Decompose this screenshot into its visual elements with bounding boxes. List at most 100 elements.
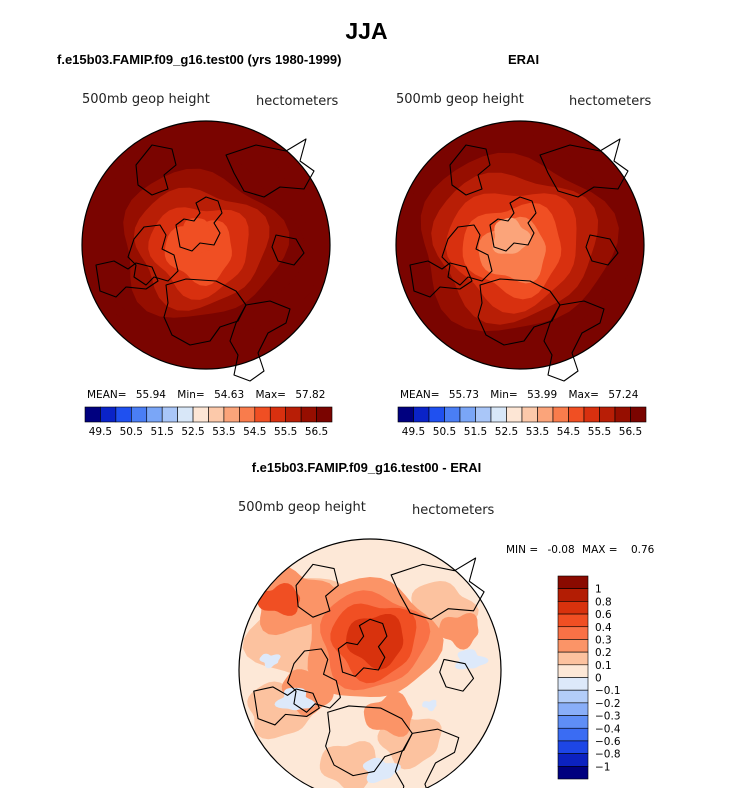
colorbar-tick-label: 0.3 [595,634,612,646]
map-border [81,120,331,370]
coastline [325,705,413,777]
colorbar-swatch [208,406,225,423]
colorbar-swatch [131,406,148,423]
colorbar-swatch [630,406,647,423]
coastline [253,686,320,726]
colorbar-swatch [506,406,523,423]
colorbar-swatch [115,406,132,423]
stats-diff: MIN = -0.08 MAX = 0.76 [506,544,654,556]
stats-max-value: 57.82 [295,389,326,401]
coastline [449,144,491,196]
coastline [477,278,561,346]
stats-max-label: Max= [568,389,599,401]
colorbar-swatch [557,753,589,767]
colorbar-swatch [269,406,286,423]
colorbar-swatch [557,664,589,678]
colorbar-swatch [557,639,589,653]
colorbar-swatch [254,406,271,423]
colorbar-tick-label: 56.5 [619,426,642,438]
field-label-obs: 500mb geop height [396,92,524,107]
panel-title-model: f.e15b03.FAMIP.f09_g16.test00 (yrs 1980-… [57,52,342,67]
stats-min-value: 53.99 [527,389,558,401]
colorbar-tick-label: 0.6 [595,609,612,621]
colorbar-tick-label: 0.8 [595,596,612,608]
colorbar-tick-label: 0.1 [595,660,612,672]
coastline [585,234,619,266]
coastline [295,563,339,618]
coastline [337,618,388,677]
colorbar-swatch [557,613,589,628]
colorbar-tick-label: 51.5 [464,426,487,438]
colorbar-swatch [557,740,589,754]
colorbar-tick-label: 54.5 [557,426,580,438]
colorbar-swatch [557,575,589,589]
colorbar-swatch [557,766,589,780]
coastline [439,658,475,692]
colorbar-swatch [557,689,589,704]
stats-max-label: Max= [255,389,286,401]
colorbar-tick-label: −0.8 [595,749,621,761]
field-label-model: 500mb geop height [82,92,210,107]
colorbar-swatch [557,626,589,640]
colorbar-swatch [100,406,117,423]
contour-band [422,699,437,712]
colorbar-tick-label: 53.5 [212,426,235,438]
stats-min-label: Min= [490,389,518,401]
stats-max-label: MAX = [582,544,618,556]
colorbar-swatch [557,715,589,729]
coastline [394,728,460,788]
colorbar-swatch [428,406,445,423]
coastline [229,300,291,382]
colorbar-swatch [459,406,476,423]
colorbar-swatch [223,406,240,423]
colorbar-tick-label: 50.5 [433,426,456,438]
coastline [127,224,179,286]
coastline [271,234,305,266]
colorbar-tick-label: −0.3 [595,711,621,723]
colorbar-swatch [537,406,554,423]
polar-map-model [82,121,330,369]
colorbar-swatch [599,406,616,423]
contour-band [363,691,413,737]
coastline [225,138,315,198]
contour-band [259,653,281,669]
colorbar-swatch [285,406,302,423]
units-label-obs: hectometers [569,94,652,109]
colorbar-swatch [521,406,538,423]
colorbar-tick-label: −0.1 [595,685,621,697]
colorbar-tick-label: 1 [595,584,602,596]
colorbar-swatch [84,406,101,423]
colorbar-swatch [300,406,317,423]
stats-max-value: 57.24 [608,389,639,401]
units-label-model: hectometers [256,94,339,109]
colorbar-swatch [557,601,589,615]
colorbar-tick-label: −0.2 [595,698,621,710]
contour-band [256,583,301,616]
field-label-diff: 500mb geop height [238,500,366,515]
stats-min-value: -0.08 [547,544,575,556]
colorbar-tick-label: −0.4 [595,723,621,735]
colorbar-swatch [557,651,589,666]
contour-band [492,217,532,254]
colorbar-tick-label: 52.5 [181,426,204,438]
colorbar-tick-label: 0.4 [595,622,612,634]
stats-mean-value: 55.94 [135,389,166,401]
stats-obs: MEAN= 55.73 Min= 53.99 Max= 57.24 [400,389,638,401]
stats-min-value: 54.63 [214,389,245,401]
contour-band [455,649,489,670]
map-border [395,120,645,370]
colorbar-swatch [557,677,589,691]
colorbar-swatch [557,727,589,742]
stats-min-label: MIN = [506,544,539,556]
coastline [543,300,605,382]
colorbar-tick-label: −1 [595,761,610,773]
panel-title-obs: ERAI [508,52,540,67]
colorbar-tick-label: 53.5 [526,426,549,438]
colorbar-tick-label: 49.5 [89,426,112,438]
contour-band [319,741,377,788]
colorbar-swatch [557,588,589,602]
colorbar-swatch [552,406,569,423]
coastline [409,260,473,298]
colorbar-tick-label: 0.2 [595,647,612,659]
